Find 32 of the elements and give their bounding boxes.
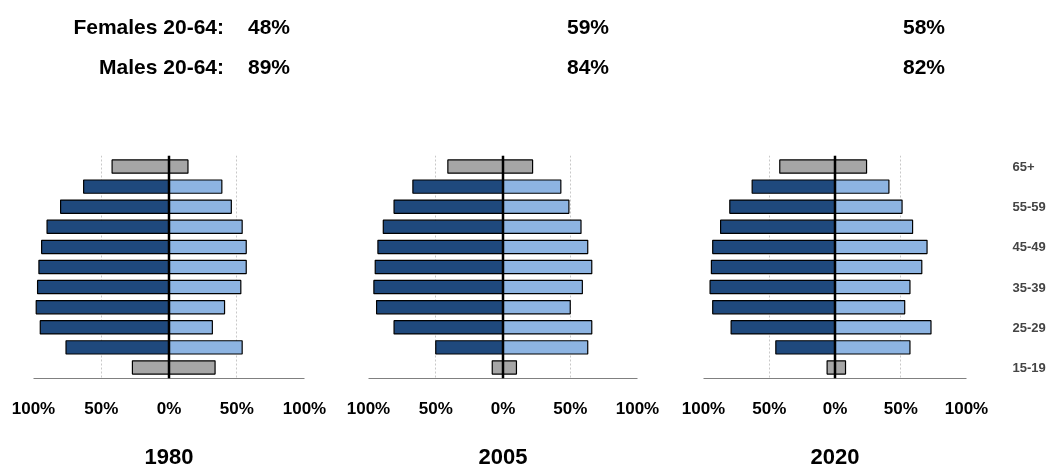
text: Females 20-64: (73, 14, 224, 40)
x-tick-label: 100% (615, 398, 660, 418)
x-tick-label: 50% (553, 398, 588, 418)
x-tick-label: 50% (752, 398, 787, 418)
text: Males 20-64: (99, 54, 224, 80)
x-tick-label: 100% (944, 398, 989, 418)
x-tick-label: 50% (883, 398, 918, 418)
text: 82% (903, 54, 946, 80)
y-tick-label: 45-49 (1012, 239, 1046, 255)
x-tick-label: 0% (822, 398, 848, 418)
y-tick-label: 15-19 (1012, 359, 1046, 375)
x-tick-label: 50% (84, 398, 119, 418)
text: 58% (903, 14, 946, 40)
x-axis-title: 2020 (810, 443, 860, 466)
text: 48% (248, 14, 291, 40)
text: 84% (567, 54, 610, 80)
y-tick-label: 25-29 (1012, 319, 1046, 335)
x-tick-label: 0% (490, 398, 516, 418)
x-tick-label: 100% (681, 398, 726, 418)
y-tick-label: 65+ (1012, 159, 1035, 175)
text: 89% (248, 54, 291, 80)
text: 59% (567, 14, 610, 40)
x-tick-label: 50% (219, 398, 254, 418)
x-tick-label: 100% (282, 398, 327, 418)
x-tick-label: 0% (156, 398, 182, 418)
x-axis-title: 2005 (478, 443, 528, 466)
x-axis-title: 1980 (144, 443, 194, 466)
x-tick-label: 100% (11, 398, 56, 418)
x-tick-label: 100% (346, 398, 391, 418)
x-tick-label: 50% (418, 398, 453, 418)
y-tick-label: 55-59 (1012, 199, 1046, 215)
y-tick-label: 35-39 (1012, 279, 1046, 295)
